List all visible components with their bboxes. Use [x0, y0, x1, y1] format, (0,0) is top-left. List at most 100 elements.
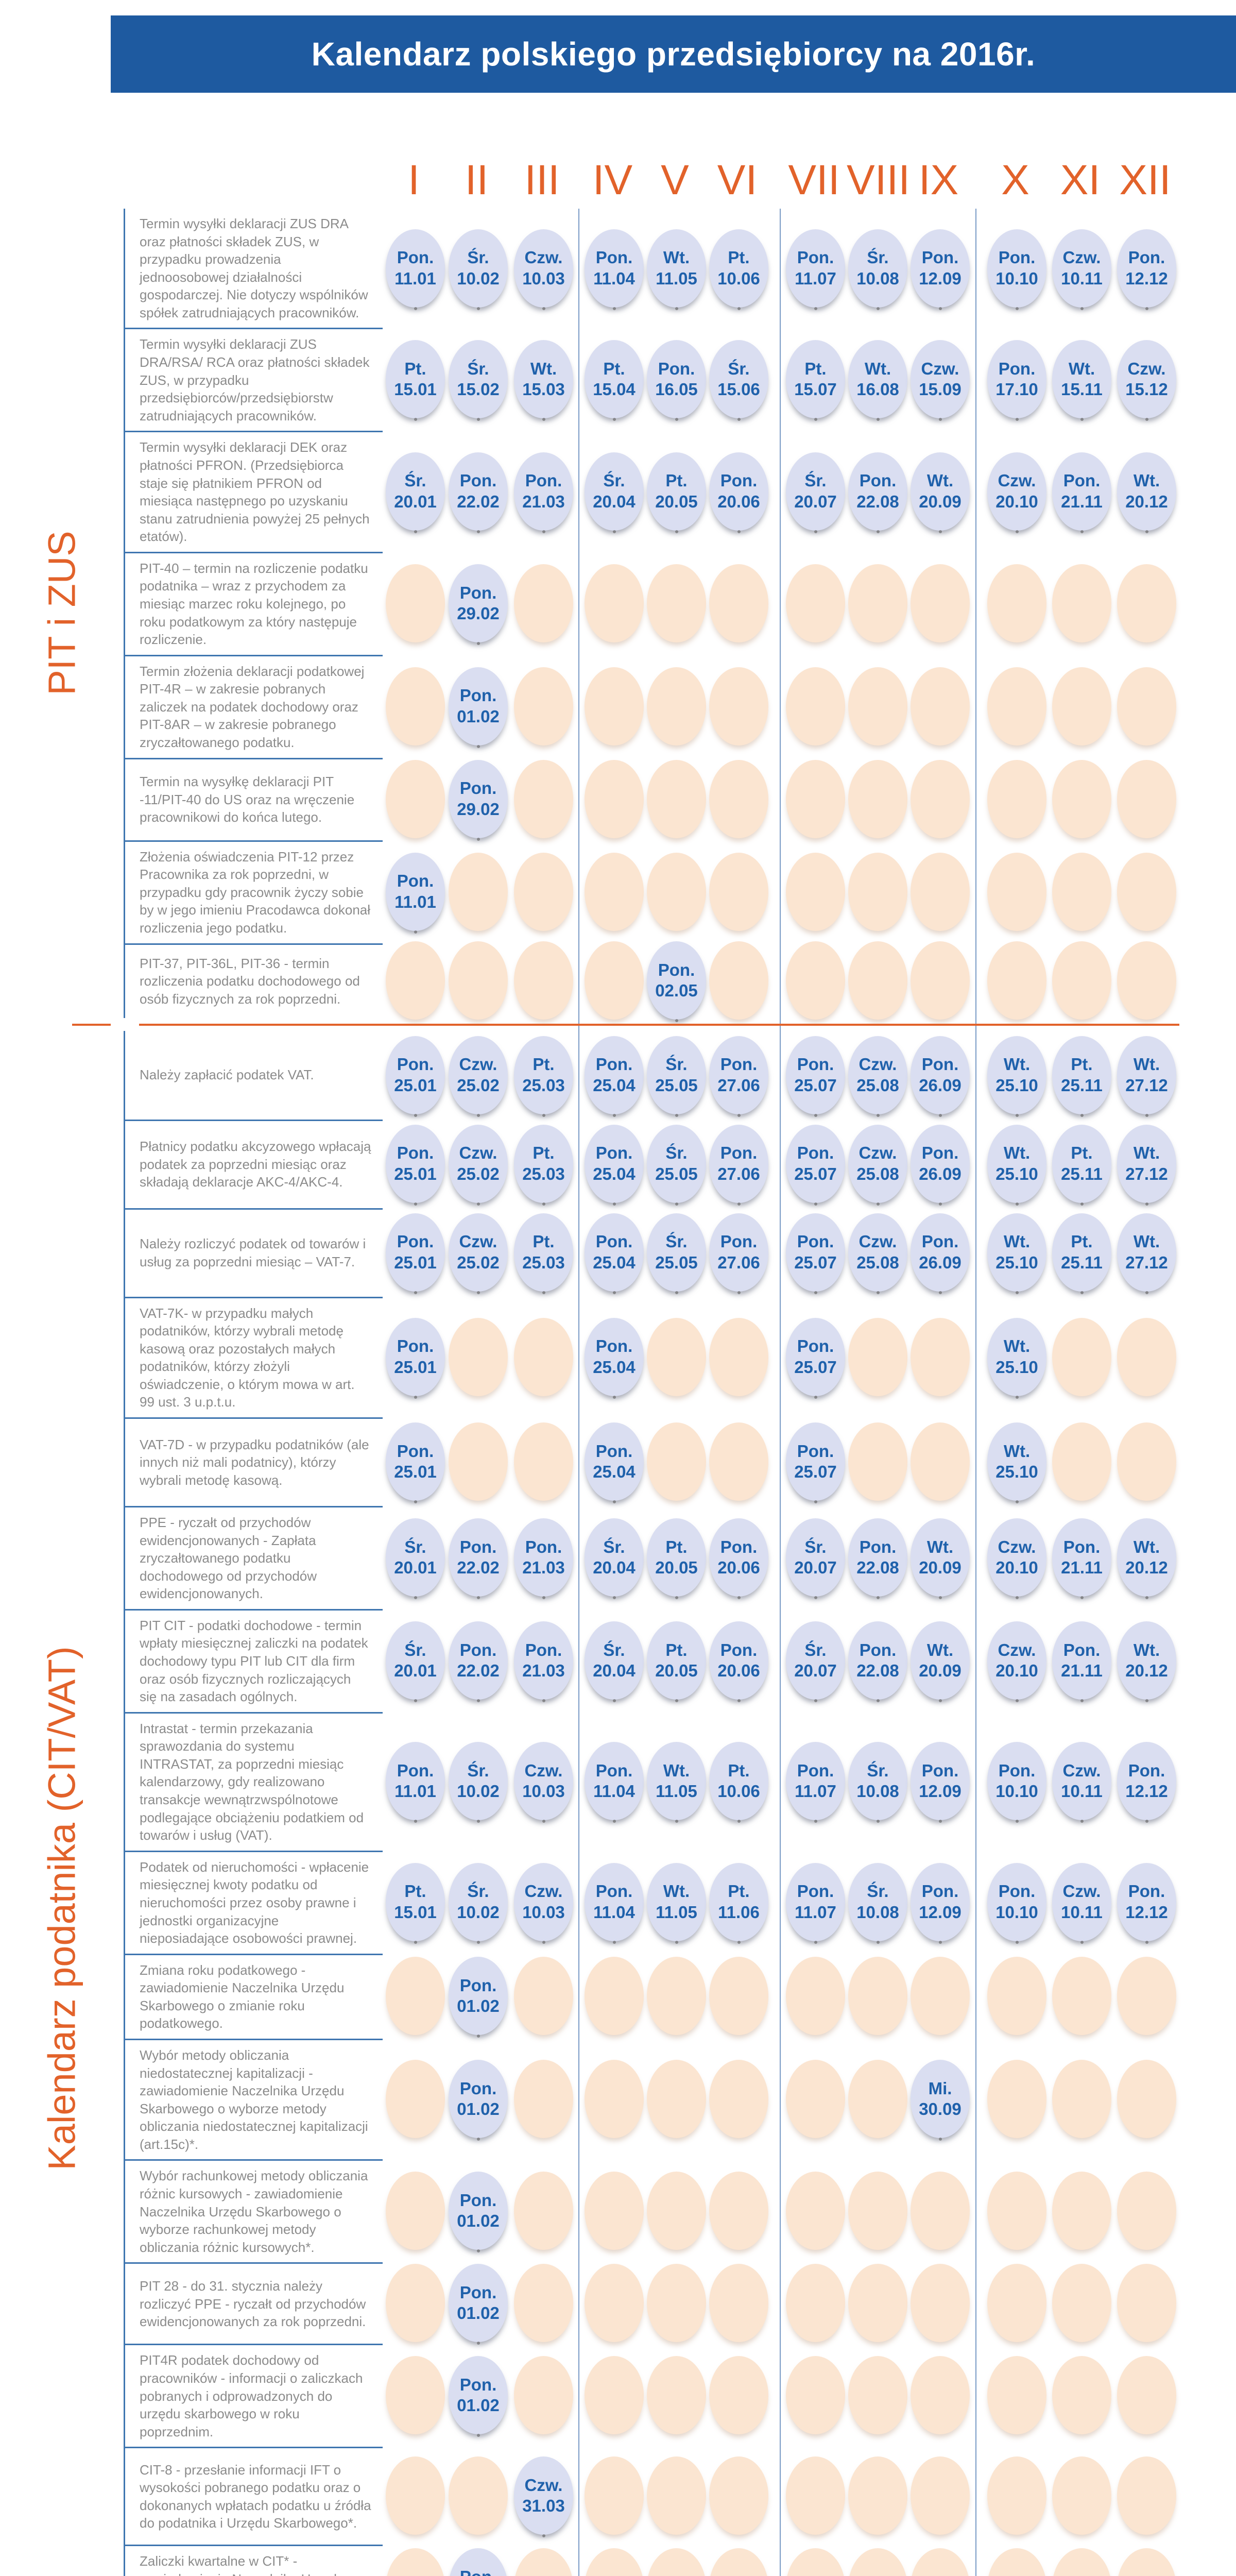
empty-pill [514, 852, 573, 931]
row-dates: Pon. 11.01 Śr. 10.02 Czw. 10.03 Pon. 11.04 Wt. 11… [383, 209, 1236, 328]
date-weekday: Wt. [1133, 1232, 1160, 1251]
empty-pill [848, 564, 907, 642]
date-pill: Pon. 21.11 [1052, 452, 1111, 533]
empty-pill [585, 1957, 644, 2036]
date-value: 25.07 [794, 1252, 837, 1272]
date-pill: Śr. 20.07 [786, 452, 845, 533]
row-dates: Pon. 25.01 Pon. 25.04 Pon. 25.07 Wt. 25.10 [383, 1297, 1236, 1417]
date-value: 11.04 [593, 1902, 635, 1922]
date-weekday: Pon. [859, 1537, 897, 1556]
date-weekday: Pon. [1063, 1537, 1101, 1556]
empty-pill [709, 1422, 768, 1501]
date-weekday: Pt. [1071, 1232, 1093, 1251]
date-pill: Czw. 15.12 [1117, 340, 1176, 421]
date-weekday: Wt. [663, 1882, 690, 1901]
table-row: Podatek od nieruchomości - wpłacenie mie… [125, 1850, 1236, 1954]
table-row: Zaliczki kwartalne w CIT* - zawiadomieni… [125, 2545, 1236, 2576]
row-label: Intrastat - termin przekazania sprawozda… [125, 1711, 383, 1851]
empty-pill [709, 2172, 768, 2250]
date-pill: Czw. 20.10 [987, 452, 1046, 533]
date-weekday: Wt. [864, 359, 891, 379]
page-title-bar: Kalendarz polskiego przedsiębiorcy na 20… [111, 15, 1236, 93]
date-weekday: Wt. [1003, 1143, 1031, 1163]
date-pill: Pt. 11.06 [709, 1862, 768, 1944]
date-weekday: Pon. [1128, 248, 1165, 267]
date-pill: Śr. 25.05 [647, 1036, 706, 1117]
date-weekday: Wt. [1003, 1055, 1031, 1074]
table-row: VAT-7K- w przypadku małych podatników, k… [125, 1296, 1236, 1417]
date-weekday: Czw. [459, 1232, 497, 1251]
date-weekday: Wt. [1068, 359, 1095, 379]
row-dates: Śr. 20.01 Pon. 22.02 Pon. 21.03 Śr. 20.04 Pt. 20.… [383, 431, 1236, 551]
month-header-VIII: VIII [847, 157, 911, 204]
date-pill: Czw. 10.03 [514, 1862, 573, 1944]
date-weekday: Pt. [603, 359, 625, 379]
date-weekday: Czw. [998, 1537, 1036, 1556]
empty-pill [514, 2264, 573, 2343]
empty-pill [1117, 941, 1176, 1020]
row-label: Zaliczki kwartalne w CIT* - zawiadomieni… [125, 2545, 383, 2576]
date-weekday: Czw. [524, 1882, 563, 1901]
date-pill: Czw. 10.03 [514, 1742, 573, 1823]
date-value: 25.05 [655, 1075, 698, 1095]
date-pill: Pon. 22.08 [848, 1621, 907, 1702]
date-pill: Pon. 20.06 [709, 452, 768, 533]
table-row: PIT4R podatek dochodowy od pracowników -… [125, 2344, 1236, 2447]
row-dates: Pon. 25.01 Czw. 25.02 Pt. 25.03 Pon. 25.04 Śr. 25… [383, 1208, 1236, 1297]
date-weekday: Śr. [665, 1232, 688, 1251]
date-weekday: Wt. [1133, 471, 1160, 490]
row-label: Termin wysyłki deklaracji DEK oraz płatn… [125, 431, 383, 551]
date-value: 30.09 [919, 2099, 962, 2119]
date-value: 15.06 [717, 380, 760, 399]
empty-pill [987, 759, 1046, 838]
date-value: 20.05 [655, 1660, 698, 1680]
date-pill: Pon. 26.09 [911, 1124, 970, 1206]
date-weekday: Pon. [595, 1761, 633, 1781]
date-pill: Pt. 15.01 [386, 1862, 445, 1944]
table-row: Zmiana roku podatkowego - zawiadomienie … [125, 1953, 1236, 2039]
date-weekday: Pt. [533, 1232, 555, 1251]
date-value: 01.02 [457, 2396, 500, 2415]
date-weekday: Pon. [720, 1537, 758, 1556]
date-pill: Wt. 20.09 [911, 1621, 970, 1702]
date-pill: Śr. 25.05 [647, 1124, 706, 1206]
date-value: 20.01 [394, 492, 437, 511]
date-weekday: Śr. [467, 248, 489, 267]
empty-pill [911, 2172, 970, 2250]
months-header-spacer [0, 121, 381, 209]
date-pill: Wt. 25.10 [987, 1317, 1046, 1399]
row-label: Termin na wysyłkę deklaracji PIT -11/PIT… [125, 757, 383, 840]
date-pill: Pon. 25.07 [786, 1124, 845, 1206]
date-pill: Pon. 25.04 [585, 1124, 644, 1206]
date-pill: Pt. 10.06 [709, 229, 768, 310]
date-pill: Czw. 25.02 [449, 1213, 508, 1294]
date-weekday: Pon. [459, 1976, 497, 1995]
empty-pill [848, 941, 907, 1020]
date-weekday: Pon. [998, 248, 1036, 267]
date-weekday: Wt. [663, 248, 690, 267]
date-weekday: Pon. [998, 359, 1036, 379]
date-pill: Pon. 25.07 [786, 1422, 845, 1503]
date-value: 25.02 [457, 1164, 500, 1183]
empty-pill [911, 759, 970, 838]
date-weekday: Pon. [921, 1232, 959, 1251]
date-value: 20.07 [794, 1660, 837, 1680]
empty-pill [514, 2060, 573, 2139]
date-pill: Pon. 21.11 [1052, 1518, 1111, 1599]
empty-pill [514, 564, 573, 642]
date-value: 20.04 [593, 492, 636, 511]
date-value: 10.02 [457, 1782, 500, 1801]
table-row: CIT-8 - przesłanie informacji IFT o wyso… [125, 2447, 1236, 2545]
date-weekday: Pon. [459, 2191, 497, 2210]
date-value: 11.06 [718, 1902, 760, 1922]
date-pill: Śr. 20.04 [585, 452, 644, 533]
date-value: 25.10 [995, 1462, 1038, 1481]
date-weekday: Pon. [1063, 1640, 1101, 1659]
date-value: 20.12 [1125, 1660, 1168, 1680]
empty-pill [786, 852, 845, 931]
empty-pill [786, 564, 845, 642]
date-pill: Śr. 15.02 [449, 340, 508, 421]
date-weekday: Pon. [797, 1761, 834, 1781]
date-weekday: Pon. [720, 1143, 758, 1163]
empty-pill [647, 1317, 706, 1396]
